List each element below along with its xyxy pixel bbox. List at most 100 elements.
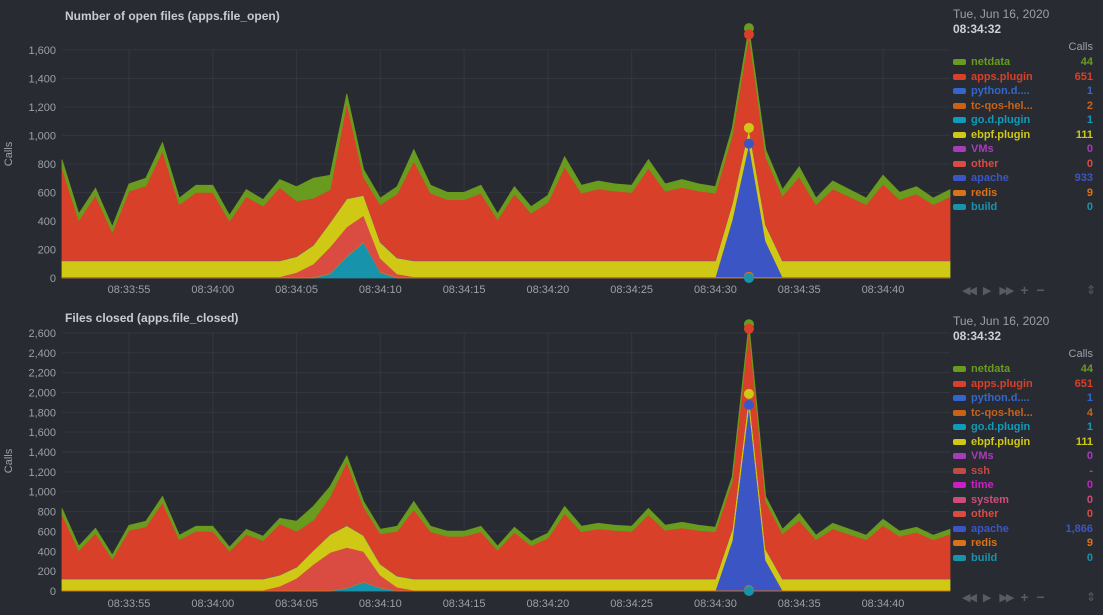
legend-swatch-apps.plugin — [953, 380, 966, 387]
legend-item-apps.plugin[interactable]: apps.plugin 651 — [950, 70, 1103, 85]
y-tick-label: 0 — [50, 586, 56, 598]
legend-label: python.d.... — [971, 392, 1030, 405]
legend-value: 0 — [1086, 157, 1093, 170]
legend-swatch-tc-qos-hel... — [953, 409, 966, 416]
chart-toolbar: ◀◀ ▶ ▶▶ + − ⇕ — [962, 282, 1096, 298]
fast-forward-icon[interactable]: ▶▶ — [999, 284, 1014, 297]
legend-value: 0 — [1086, 201, 1093, 214]
legend-item-apache[interactable]: apache 933 — [950, 171, 1103, 186]
legend-label: apps.plugin — [971, 377, 1033, 390]
legend-item-python.d....[interactable]: python.d.... 1 — [950, 391, 1103, 406]
rewind-icon[interactable]: ◀◀ — [962, 284, 977, 297]
open-files-chart-title: Number of open files (apps.file_open) — [65, 9, 280, 23]
legend-swatch-VMs — [953, 146, 966, 153]
zoom-in-icon[interactable]: + — [1020, 589, 1029, 605]
selected-point-build — [743, 586, 754, 596]
y-tick-label: 1,400 — [28, 447, 56, 459]
y-tick-label: 0 — [50, 273, 56, 285]
legend-item-apps.plugin[interactable]: apps.plugin 651 — [950, 377, 1103, 392]
legend-item-redis[interactable]: redis 9 — [950, 536, 1103, 551]
y-tick-label: 1,200 — [28, 102, 56, 114]
legend-label: redis — [971, 537, 998, 550]
x-tick-label: 08:34:30 — [694, 284, 737, 296]
area-series-netdata — [61, 28, 951, 234]
legend-label: apps.plugin — [971, 70, 1033, 83]
zoom-in-icon[interactable]: + — [1020, 282, 1029, 298]
legend-value: 0 — [1086, 551, 1093, 564]
legend-value: 111 — [1075, 128, 1093, 141]
zoom-out-icon[interactable]: − — [1036, 589, 1045, 605]
legend-item-VMs[interactable]: VMs 0 — [950, 142, 1103, 157]
legend-item-time[interactable]: time 0 — [950, 478, 1103, 493]
legend-item-build[interactable]: build 0 — [950, 551, 1103, 566]
legend-swatch-apache — [953, 525, 966, 532]
zoom-out-icon[interactable]: − — [1036, 282, 1045, 298]
play-icon[interactable]: ▶ — [982, 284, 992, 297]
legend-item-ebpf.plugin[interactable]: ebpf.plugin 111 — [950, 128, 1103, 143]
legend-swatch-redis — [953, 189, 966, 196]
legend-label: tc-qos-hel... — [971, 406, 1033, 419]
legend-value: 1 — [1086, 85, 1093, 98]
legend-swatch-VMs — [953, 453, 966, 460]
x-tick-label: 08:34:15 — [443, 598, 486, 610]
legend-item-VMs[interactable]: VMs 0 — [950, 449, 1103, 464]
legend-item-python.d....[interactable]: python.d.... 1 — [950, 84, 1103, 99]
legend-units-header: Calls — [1068, 348, 1093, 360]
legend-label: apache — [971, 522, 1009, 535]
y-tick-label: 1,400 — [28, 73, 56, 85]
legend-value: 651 — [1074, 70, 1093, 83]
y-tick-label: 200 — [38, 566, 56, 578]
legend-item-redis[interactable]: redis 9 — [950, 186, 1103, 201]
legend-item-netdata[interactable]: netdata 44 — [950, 55, 1103, 70]
legend-swatch-go.d.plugin — [953, 117, 966, 124]
legend-item-ssh[interactable]: ssh - — [950, 464, 1103, 479]
legend-swatch-netdata — [953, 59, 966, 66]
y-tick-label: 1,800 — [28, 407, 56, 419]
legend-label: ssh — [971, 464, 990, 477]
legend-item-netdata[interactable]: netdata 44 — [950, 362, 1103, 377]
legend-item-apache[interactable]: apache 1,866 — [950, 522, 1103, 537]
y-tick-label: 400 — [38, 216, 56, 228]
selected-point-apps.plugin — [743, 323, 754, 334]
legend-item-go.d.plugin[interactable]: go.d.plugin 1 — [950, 420, 1103, 435]
resize-icon[interactable]: ⇕ — [1085, 283, 1096, 297]
x-tick-label: 08:34:00 — [191, 598, 234, 610]
open-files-chart-canvas[interactable]: 02004006008001,0001,2001,4001,60008:33:5… — [0, 0, 1103, 308]
y-tick-label: 1,600 — [28, 427, 56, 439]
closed-files-chart-canvas[interactable]: 02004006008001,0001,2001,4001,6001,8002,… — [0, 307, 1103, 615]
y-tick-label: 800 — [38, 507, 56, 519]
legend-units-header: Calls — [1068, 41, 1093, 53]
play-icon[interactable]: ▶ — [982, 591, 992, 604]
legend-item-go.d.plugin[interactable]: go.d.plugin 1 — [950, 113, 1103, 128]
x-tick-label: 08:34:25 — [610, 598, 653, 610]
resize-icon[interactable]: ⇕ — [1085, 590, 1096, 604]
legend-item-other[interactable]: other 0 — [950, 507, 1103, 522]
legend-item-system[interactable]: system 0 — [950, 493, 1103, 508]
y-tick-label: 1,200 — [28, 467, 56, 479]
legend-item-tc-qos-hel...[interactable]: tc-qos-hel... 4 — [950, 406, 1103, 421]
legend-label: redis — [971, 186, 998, 199]
legend-item-build[interactable]: build 0 — [950, 200, 1103, 215]
legend-value: 0 — [1086, 143, 1093, 156]
legend-item-tc-qos-hel...[interactable]: tc-qos-hel... 2 — [950, 99, 1103, 114]
legend-value: 111 — [1075, 435, 1093, 448]
fast-forward-icon[interactable]: ▶▶ — [999, 591, 1014, 604]
x-tick-label: 08:34:30 — [694, 598, 737, 610]
legend-label: netdata — [971, 363, 1011, 376]
legend-swatch-go.d.plugin — [953, 424, 966, 431]
legend-item-other[interactable]: other 0 — [950, 157, 1103, 172]
legend-label: apache — [971, 172, 1009, 185]
x-tick-label: 08:34:15 — [443, 284, 486, 296]
rewind-icon[interactable]: ◀◀ — [962, 591, 977, 604]
closed-files-chart-panel: 0 200 400 600 800 1,000 1,200 1,400 1,600 1,800 2,… — [0, 307, 1103, 615]
legend-label: VMs — [971, 143, 994, 156]
area-series-netdata — [61, 324, 951, 560]
x-tick-label: 08:34:40 — [862, 284, 905, 296]
legend-swatch-redis — [953, 540, 966, 547]
closed-files-chart-title: Files closed (apps.file_closed) — [65, 311, 239, 325]
legend-label: system — [971, 493, 1009, 506]
x-tick-label: 08:34:10 — [359, 284, 402, 296]
legend-item-ebpf.plugin[interactable]: ebpf.plugin 111 — [950, 435, 1103, 450]
legend-date: Tue, Jun 16, 2020 — [953, 314, 1050, 328]
legend-swatch-apache — [953, 175, 966, 182]
